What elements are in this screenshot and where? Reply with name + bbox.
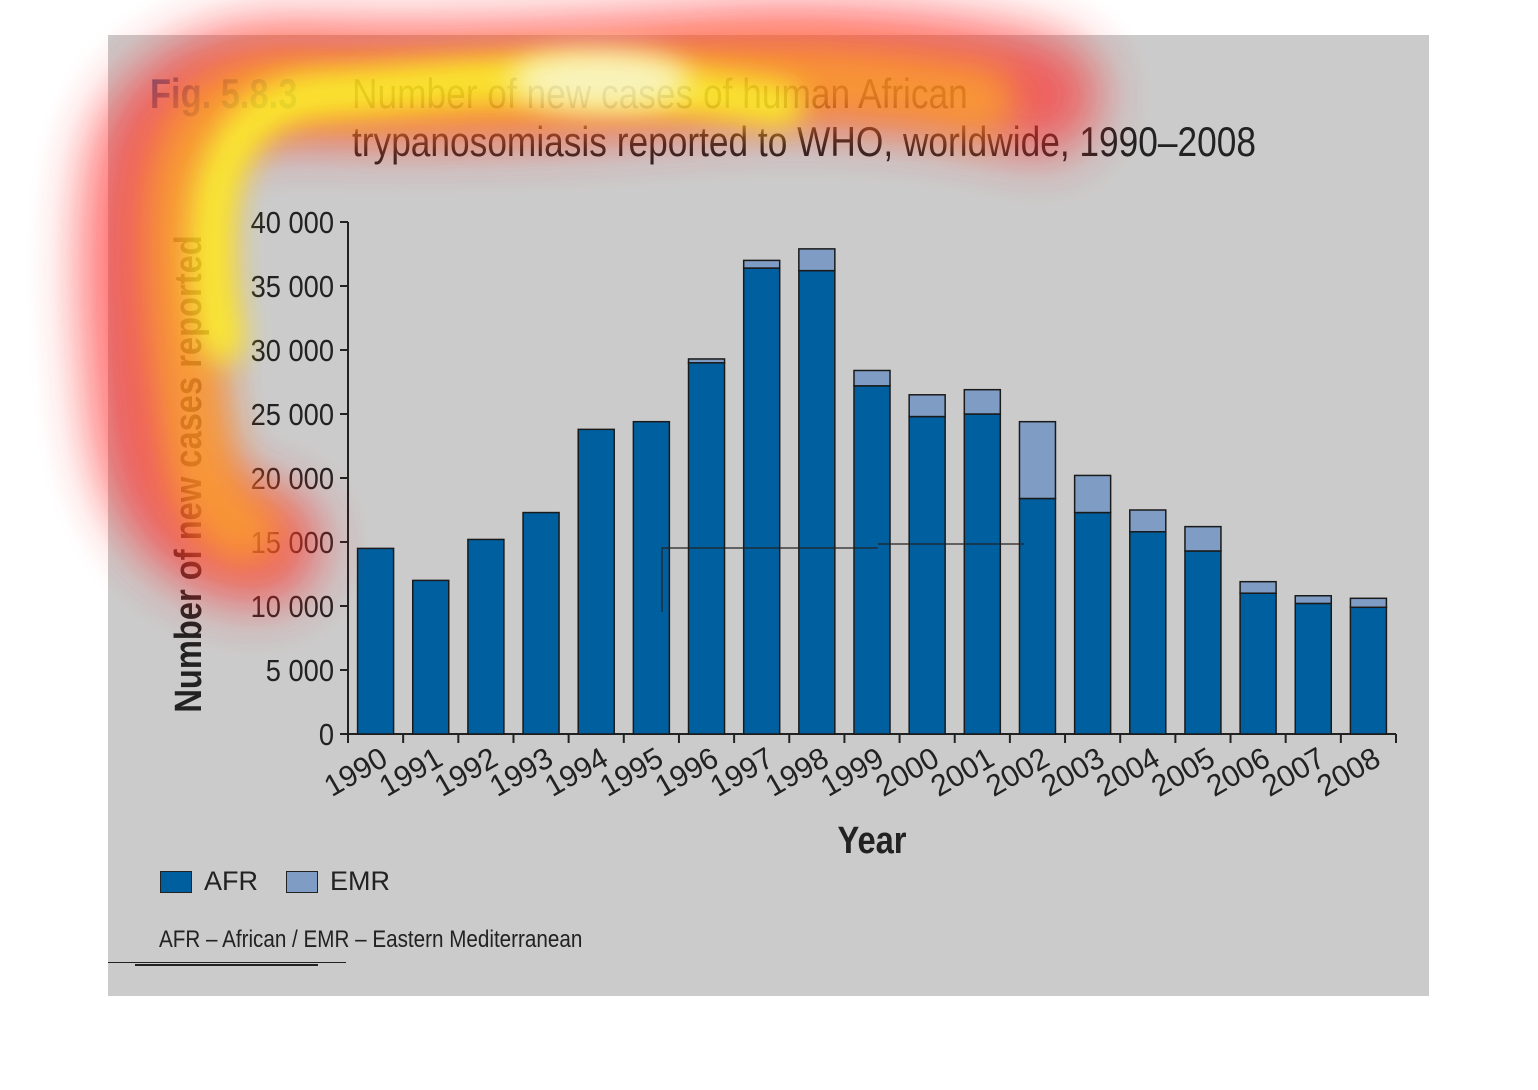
y-axis-title: Number of new cases reported	[167, 235, 210, 712]
bar-emr	[963, 388, 1002, 415]
y-tick-label: 15 000	[251, 526, 334, 560]
bar-emr	[1129, 509, 1167, 533]
x-axis-title: Year	[837, 819, 906, 862]
y-tick-label: 25 000	[251, 398, 334, 432]
bar-afr	[742, 267, 781, 735]
bar-emr	[687, 358, 726, 364]
legend-swatch-emr	[286, 870, 318, 893]
bar-afr	[1129, 531, 1167, 735]
bar-emr	[798, 248, 836, 272]
x-tick-label: 2008	[1312, 741, 1386, 803]
bar-afr	[1184, 550, 1222, 735]
bar-afr	[1294, 602, 1333, 735]
bar-afr	[798, 269, 836, 735]
bar-afr	[411, 579, 450, 735]
footnote-rule	[108, 962, 346, 963]
y-tick-label: 30 000	[251, 334, 334, 368]
bar-emr	[1018, 420, 1057, 500]
bar-afr	[908, 415, 946, 735]
y-tick-label: 10 000	[251, 590, 334, 624]
legend-item-emr: EMR	[286, 866, 390, 897]
bar-emr	[908, 394, 946, 418]
legend-label-afr: AFR	[204, 866, 258, 896]
y-tick-label: 0	[319, 718, 334, 752]
bar-afr	[577, 428, 615, 735]
legend-label-emr: EMR	[330, 866, 390, 896]
legend-item-afr: AFR	[160, 866, 258, 897]
legend-swatch-afr	[160, 870, 192, 893]
bar-afr	[1073, 511, 1112, 735]
y-tick-label: 5 000	[266, 654, 334, 688]
footnote-rule-secondary	[135, 964, 318, 966]
y-tick-label: 20 000	[251, 462, 334, 496]
footnote: AFR – African / EMR – Eastern Mediterran…	[159, 926, 583, 953]
bar-emr	[1294, 595, 1333, 605]
bar-emr	[1073, 474, 1112, 514]
bar-afr	[1239, 592, 1277, 735]
bar-emr	[853, 369, 891, 387]
bar-emr	[742, 259, 781, 269]
bar-afr	[853, 385, 891, 735]
bar-afr	[522, 511, 560, 735]
bar-afr	[963, 413, 1002, 735]
bar-emr	[1349, 597, 1388, 609]
y-tick-label: 35 000	[251, 270, 334, 304]
bar-afr	[356, 547, 395, 735]
y-tick-label: 40 000	[251, 206, 334, 240]
bar-afr	[632, 420, 671, 735]
bar-afr	[1349, 606, 1388, 735]
bar-emr	[1239, 580, 1277, 594]
bar-emr	[1184, 525, 1222, 552]
bar-afr	[1018, 497, 1057, 735]
bar-afr	[467, 538, 505, 735]
